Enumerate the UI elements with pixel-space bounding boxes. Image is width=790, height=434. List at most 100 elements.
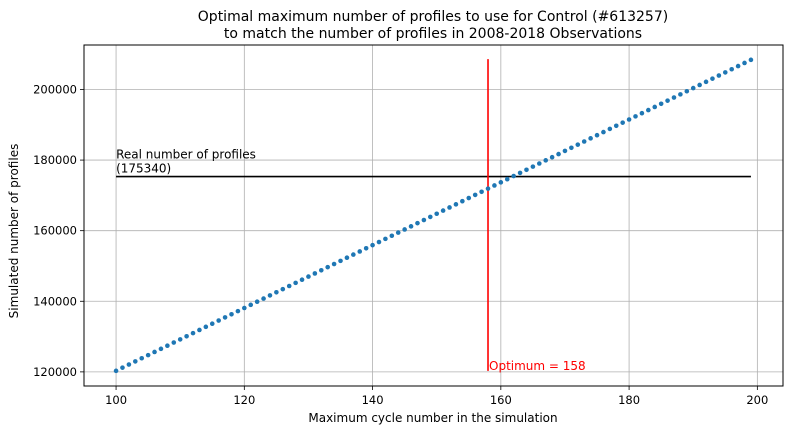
data-point	[402, 227, 407, 232]
data-point	[338, 258, 343, 264]
data-point	[671, 95, 677, 100]
data-point	[190, 330, 196, 336]
data-point	[145, 352, 151, 358]
reference-lines	[116, 59, 751, 371]
data-point	[569, 145, 574, 151]
x-tick-label: 100	[105, 393, 127, 407]
data-point	[530, 164, 536, 169]
data-point	[274, 289, 279, 295]
data-point	[626, 117, 632, 122]
plot-frame	[83, 44, 784, 387]
x-axis-ticks: 100 120 140 160 180 200	[105, 386, 768, 407]
data-point	[267, 293, 273, 298]
data-point	[697, 82, 702, 88]
data-point	[376, 239, 382, 245]
data-point	[511, 173, 516, 179]
data-point	[678, 92, 683, 97]
y-tick-label: 160000	[33, 224, 77, 238]
data-point	[254, 299, 260, 305]
data-point	[748, 57, 754, 63]
data-point	[261, 296, 266, 301]
data-point	[575, 142, 581, 147]
data-point	[492, 183, 497, 188]
x-tick-label: 160	[490, 393, 512, 407]
data-point	[703, 79, 709, 85]
data-point	[370, 242, 375, 248]
data-point	[197, 327, 202, 333]
data-point	[248, 302, 254, 308]
data-point	[665, 98, 670, 103]
data-point	[607, 126, 613, 132]
data-point	[646, 107, 651, 113]
data-point	[652, 104, 658, 110]
data-point	[601, 129, 606, 135]
data-point	[504, 176, 510, 182]
data-point	[447, 205, 452, 210]
data-point	[556, 151, 561, 157]
data-point	[216, 318, 221, 323]
data-point	[735, 63, 741, 69]
data-point	[299, 277, 305, 283]
x-tick-label: 140	[362, 393, 384, 407]
data-point	[588, 136, 593, 141]
data-point	[658, 101, 664, 107]
data-point	[139, 355, 145, 361]
data-point	[312, 271, 318, 276]
y-tick-label: 120000	[33, 365, 77, 379]
data-point	[344, 255, 350, 261]
data-point	[331, 261, 337, 267]
chart-title-line2: to match the number of profiles in 2008-…	[224, 26, 642, 42]
data-point	[537, 161, 542, 166]
optimum-label: Optimum = 158	[489, 359, 586, 373]
data-point	[408, 224, 414, 229]
data-point	[133, 359, 138, 364]
data-point	[357, 249, 363, 254]
data-point	[434, 211, 440, 217]
data-point	[472, 192, 478, 198]
data-point	[594, 132, 600, 138]
data-point	[427, 214, 433, 220]
data-point	[306, 274, 311, 279]
data-points	[113, 57, 754, 374]
data-point	[485, 186, 491, 191]
y-tick-label: 140000	[33, 294, 77, 308]
data-point	[479, 189, 484, 195]
data-point	[440, 208, 446, 213]
data-point	[222, 315, 228, 320]
data-point	[152, 349, 157, 355]
data-point	[203, 324, 209, 330]
data-point	[242, 305, 247, 311]
reference-label-line1: Real number of profiles	[116, 148, 256, 162]
reference-label-line2: (175340)	[116, 162, 171, 176]
chart-title-line1: Optimal maximum number of profiles to us…	[198, 9, 668, 25]
data-point	[209, 321, 215, 327]
data-point	[710, 76, 715, 81]
data-point	[235, 308, 241, 314]
x-tick-label: 200	[746, 393, 768, 407]
data-point	[453, 202, 459, 207]
data-point	[639, 110, 645, 116]
data-point	[293, 280, 298, 286]
y-axis-label: Simulated number of profiles	[7, 144, 21, 319]
data-point	[562, 148, 568, 154]
data-point	[742, 60, 747, 66]
x-axis-label: Maximum cycle number in the simulation	[308, 411, 557, 425]
data-point	[613, 123, 619, 129]
data-point	[165, 343, 170, 348]
data-point	[395, 230, 401, 235]
data-point	[351, 252, 356, 257]
data-point	[690, 85, 696, 91]
data-point	[581, 139, 587, 144]
data-point	[524, 167, 529, 173]
data-point	[171, 340, 177, 345]
data-point	[722, 70, 728, 75]
data-point	[325, 264, 330, 270]
data-point	[120, 365, 125, 370]
data-point	[158, 346, 164, 352]
data-point	[363, 246, 369, 251]
data-point	[460, 198, 465, 204]
x-tick-label: 180	[618, 393, 640, 407]
data-point	[498, 180, 504, 185]
data-point	[113, 368, 119, 374]
data-point	[280, 286, 286, 292]
